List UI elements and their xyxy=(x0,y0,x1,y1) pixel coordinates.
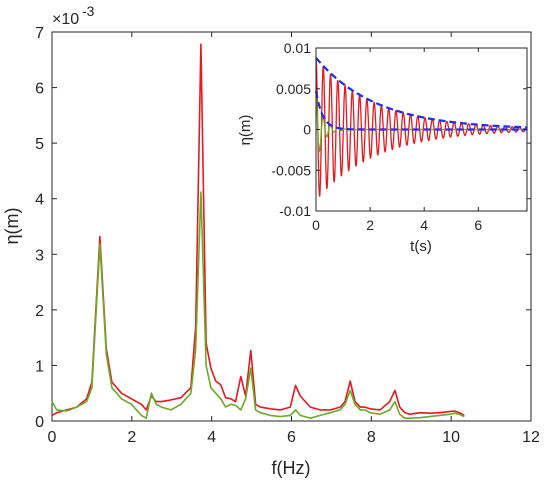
inset-y-axis-label: η(m) xyxy=(237,115,254,146)
main-y-tick-label: 1 xyxy=(35,358,44,375)
inset-y-tick-label: -0.01 xyxy=(279,203,311,219)
inset-x-axis-label: t(s) xyxy=(410,238,432,255)
inset-series xyxy=(314,57,528,198)
main-y-tick-label: 6 xyxy=(35,81,44,98)
inset-y-tick-label: 0.01 xyxy=(284,40,311,56)
main-exponent-power: -3 xyxy=(82,3,95,19)
inset-plot: 0 2 4 6 -0.01 -0.005 0 0.005 0.01 t(s) η(m) xyxy=(237,40,528,255)
main-y-tick-label: 7 xyxy=(35,25,44,42)
inset-x-ticks: 0 2 4 6 xyxy=(312,48,482,233)
inset-x-tick-label: 6 xyxy=(474,217,482,233)
main-x-axis-label: f(Hz) xyxy=(272,458,311,478)
inset-series-line-1 xyxy=(315,58,528,198)
main-y-ticks: 0 1 2 3 4 5 6 7 xyxy=(35,25,531,431)
main-x-tick-label: 4 xyxy=(207,429,216,446)
main-y-tick-label: 2 xyxy=(35,303,44,320)
inset-x-tick-label: 4 xyxy=(420,217,428,233)
main-exponent-base: ×10 xyxy=(52,11,79,28)
main-y-tick-label: 4 xyxy=(35,192,44,209)
inset-x-tick-label: 0 xyxy=(312,217,320,233)
main-x-tick-label: 8 xyxy=(367,429,376,446)
main-x-tick-label: 0 xyxy=(48,429,57,446)
main-series xyxy=(51,43,465,420)
inset-y-tick-label: 0.005 xyxy=(276,81,311,97)
main-x-tick-label: 6 xyxy=(287,429,296,446)
inset-x-tick-label: 2 xyxy=(366,217,374,233)
main-series-line-2 xyxy=(51,191,465,420)
main-x-ticks: 0 2 4 6 8 10 12 xyxy=(48,32,540,446)
main-series-line-1 xyxy=(51,43,465,417)
inset-y-tick-label: 0 xyxy=(303,122,311,138)
inset-y-ticks: -0.01 -0.005 0 0.005 0.01 xyxy=(271,40,527,219)
main-y-tick-label: 0 xyxy=(35,414,44,431)
main-x-tick-label: 12 xyxy=(522,429,540,446)
inset-series-line-3 xyxy=(315,57,528,129)
main-y-tick-label: 5 xyxy=(35,136,44,153)
inset-y-tick-label: -0.005 xyxy=(271,162,311,178)
main-x-tick-label: 2 xyxy=(127,429,136,446)
main-y-tick-label: 3 xyxy=(35,247,44,264)
main-y-axis-label: η(m) xyxy=(2,208,22,245)
inset-series-line-4 xyxy=(314,91,527,131)
main-x-tick-label: 10 xyxy=(442,429,460,446)
